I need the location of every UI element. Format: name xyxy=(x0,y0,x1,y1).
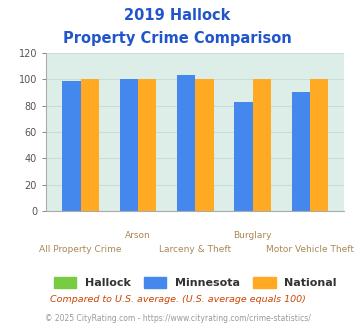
Text: Compared to U.S. average. (U.S. average equals 100): Compared to U.S. average. (U.S. average … xyxy=(50,295,305,304)
Bar xyxy=(253,79,271,211)
Bar xyxy=(81,79,99,211)
Text: Burglary: Burglary xyxy=(233,231,272,240)
Text: © 2025 CityRating.com - https://www.cityrating.com/crime-statistics/: © 2025 CityRating.com - https://www.city… xyxy=(45,314,310,323)
Text: 2019 Hallock: 2019 Hallock xyxy=(124,8,231,23)
Bar xyxy=(195,79,214,211)
Text: Arson: Arson xyxy=(125,231,151,240)
Text: Motor Vehicle Theft: Motor Vehicle Theft xyxy=(266,245,354,253)
Bar xyxy=(120,79,138,211)
Bar xyxy=(310,79,328,211)
Bar xyxy=(177,75,195,211)
Bar xyxy=(291,92,310,211)
Bar xyxy=(62,81,81,211)
Text: Larceny & Theft: Larceny & Theft xyxy=(159,245,231,253)
Text: Property Crime Comparison: Property Crime Comparison xyxy=(63,31,292,46)
Bar xyxy=(138,79,156,211)
Legend: Hallock, Minnesota, National: Hallock, Minnesota, National xyxy=(54,277,337,288)
Text: All Property Crime: All Property Crime xyxy=(39,245,122,253)
Bar xyxy=(234,102,253,211)
